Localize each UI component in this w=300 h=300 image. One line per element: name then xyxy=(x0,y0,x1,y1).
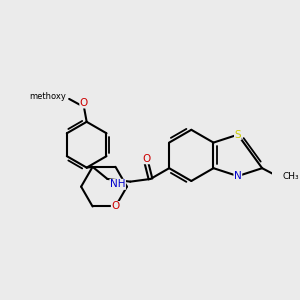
Text: N: N xyxy=(234,171,242,181)
Text: O: O xyxy=(80,98,88,108)
Text: CH₃: CH₃ xyxy=(283,172,299,182)
Text: methoxy: methoxy xyxy=(30,92,67,101)
Text: NH: NH xyxy=(110,179,125,189)
Text: S: S xyxy=(235,130,241,140)
Text: O: O xyxy=(142,154,151,164)
Text: O: O xyxy=(111,202,120,212)
